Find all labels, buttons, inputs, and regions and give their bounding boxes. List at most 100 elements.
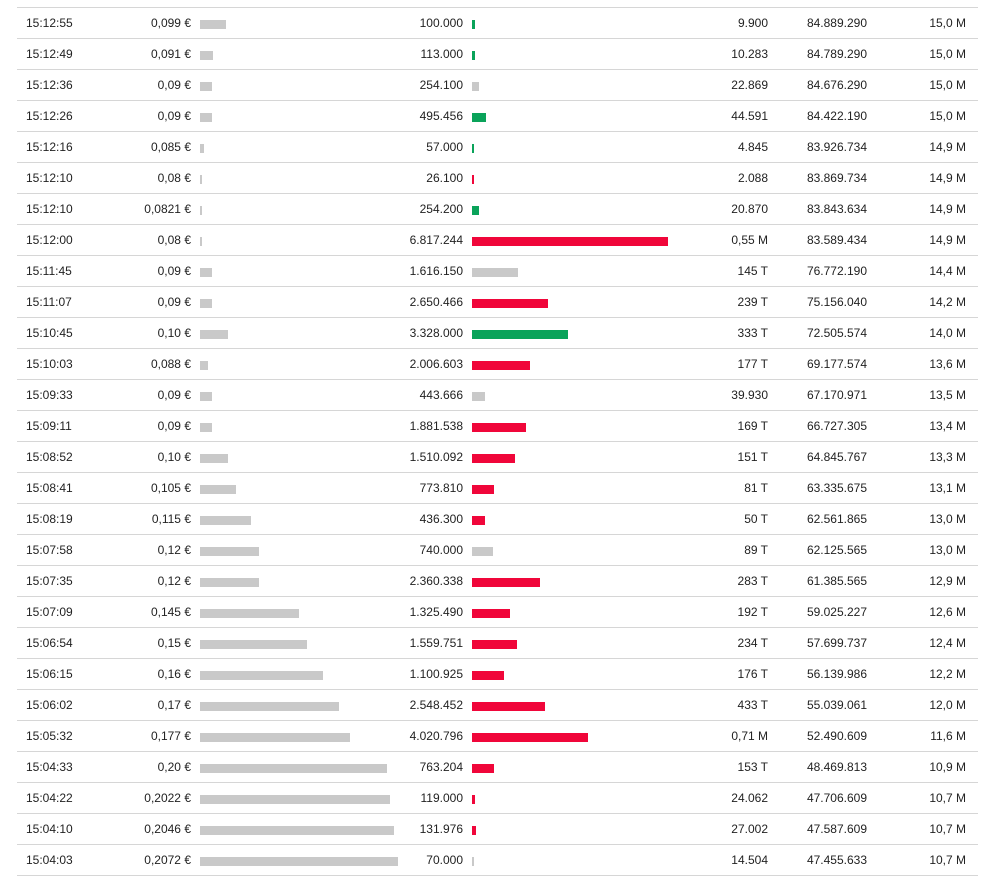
trade-row: 15:04:22 0,2022 € 119.000 24.062 47.706.609 1… [17, 783, 978, 814]
cumulative-turnover: 13,1 M [929, 481, 966, 495]
price-bar [200, 175, 202, 184]
cumulative-volume: 57.699.737 [806, 636, 867, 650]
price-bar [200, 640, 307, 649]
trade-row: 15:08:41 0,105 € 773.810 81 T 63.335.675 13,1… [17, 473, 978, 504]
trade-volume: 1.325.490 [409, 605, 463, 619]
trade-volume: 495.456 [419, 109, 463, 123]
cumulative-turnover: 14,9 M [929, 171, 966, 185]
trade-time: 15:04:10 [26, 822, 73, 836]
trade-volume: 1.510.092 [409, 450, 463, 464]
trade-time: 15:07:58 [26, 543, 73, 557]
trade-row: 15:12:26 0,09 € 495.456 44.591 84.422.190 15,… [17, 101, 978, 132]
cumulative-turnover: 13,4 M [929, 419, 966, 433]
trade-volume: 1.881.538 [409, 419, 463, 433]
trade-time: 15:06:15 [26, 667, 73, 681]
cumulative-volume: 67.170.971 [806, 388, 867, 402]
price-bar [200, 206, 202, 215]
trade-time: 15:06:02 [26, 698, 73, 712]
price-bar [200, 795, 390, 804]
trade-turnover: 14.504 [731, 853, 768, 867]
trade-price: 0,091 € [150, 47, 191, 61]
trade-row: 15:08:19 0,115 € 436.300 50 T 62.561.865 13,0… [17, 504, 978, 535]
price-bar [200, 20, 226, 29]
price-bar [200, 733, 350, 742]
cumulative-volume: 84.889.290 [806, 16, 867, 30]
cumulative-volume: 83.589.434 [806, 233, 867, 247]
trade-price: 0,09 € [157, 78, 191, 92]
trade-time: 15:08:41 [26, 481, 73, 495]
price-bar [200, 485, 236, 494]
trade-time: 15:07:35 [26, 574, 73, 588]
trade-row: 15:06:15 0,16 € 1.100.925 176 T 56.139.986 12… [17, 659, 978, 690]
trade-row: 15:11:07 0,09 € 2.650.466 239 T 75.156.040 14… [17, 287, 978, 318]
trade-turnover: 433 T [737, 698, 768, 712]
price-bar [200, 702, 339, 711]
trade-row: 15:12:10 0,08 € 26.100 2.088 83.869.734 14,9 … [17, 163, 978, 194]
volume-bar [472, 51, 475, 60]
trade-row: 15:04:10 0,2046 € 131.976 27.002 47.587.609 1… [17, 814, 978, 845]
volume-bar [472, 826, 476, 835]
price-bar [200, 516, 251, 525]
trade-row: 15:06:54 0,15 € 1.559.751 234 T 57.699.737 12… [17, 628, 978, 659]
trade-turnover: 39.930 [731, 388, 768, 402]
trade-price: 0,12 € [157, 574, 191, 588]
trade-time: 15:12:10 [26, 171, 73, 185]
trade-row: 15:08:52 0,10 € 1.510.092 151 T 64.845.767 13… [17, 442, 978, 473]
volume-bar [472, 609, 510, 618]
trade-price: 0,10 € [157, 326, 191, 340]
trade-turnover: 81 T [744, 481, 768, 495]
price-bar [200, 299, 212, 308]
trade-row: 15:10:45 0,10 € 3.328.000 333 T 72.505.574 14… [17, 318, 978, 349]
trade-volume: 57.000 [426, 140, 463, 154]
trade-time: 15:12:10 [26, 202, 73, 216]
trade-time: 15:10:03 [26, 357, 73, 371]
trade-volume: 773.810 [419, 481, 463, 495]
trade-time: 15:04:22 [26, 791, 73, 805]
price-bar [200, 826, 394, 835]
trade-price: 0,085 € [150, 140, 191, 154]
trade-price: 0,115 € [151, 512, 191, 526]
volume-bar [472, 764, 494, 773]
trade-turnover: 9.900 [737, 16, 768, 30]
trade-turnover: 50 T [744, 512, 768, 526]
trade-time: 15:09:11 [26, 419, 72, 433]
trade-volume: 70.000 [426, 853, 463, 867]
trade-volume: 2.548.452 [409, 698, 463, 712]
trade-time: 15:04:03 [26, 853, 73, 867]
price-bar [200, 547, 259, 556]
trade-turnover: 22.869 [731, 78, 768, 92]
cumulative-volume: 48.469.813 [806, 760, 867, 774]
price-bar [200, 144, 204, 153]
trade-volume: 1.616.150 [409, 264, 463, 278]
trade-volume: 6.817.244 [409, 233, 463, 247]
cumulative-volume: 63.335.675 [806, 481, 867, 495]
trade-turnover: 169 T [737, 419, 768, 433]
trade-row: 15:07:35 0,12 € 2.360.338 283 T 61.385.565 12… [17, 566, 978, 597]
trade-time: 15:12:55 [26, 16, 73, 30]
cumulative-turnover: 10,7 M [929, 791, 966, 805]
trade-turnover: 2.088 [737, 171, 768, 185]
cumulative-turnover: 12,0 M [929, 698, 966, 712]
cumulative-volume: 55.039.061 [806, 698, 867, 712]
trade-time: 15:12:16 [26, 140, 73, 154]
trade-price: 0,145 € [150, 605, 191, 619]
cumulative-turnover: 10,7 M [929, 853, 966, 867]
price-bar [200, 237, 202, 246]
trade-row: 15:12:10 0,0821 € 254.200 20.870 83.843.634 1… [17, 194, 978, 225]
volume-bar [472, 144, 474, 153]
trade-row: 15:10:03 0,088 € 2.006.603 177 T 69.177.574 1… [17, 349, 978, 380]
volume-bar [472, 454, 515, 463]
cumulative-turnover: 10,7 M [929, 822, 966, 836]
cumulative-turnover: 12,4 M [929, 636, 966, 650]
price-bar [200, 51, 213, 60]
trade-price: 0,10 € [157, 450, 191, 464]
trade-time: 15:06:54 [26, 636, 73, 650]
volume-bar [472, 423, 526, 432]
trade-time: 15:10:45 [26, 326, 73, 340]
trade-turnover: 239 T [737, 295, 768, 309]
price-bar [200, 423, 212, 432]
volume-bar [472, 82, 479, 91]
trade-turnover: 89 T [744, 543, 768, 557]
volume-bar [472, 640, 517, 649]
cumulative-turnover: 15,0 M [929, 47, 966, 61]
